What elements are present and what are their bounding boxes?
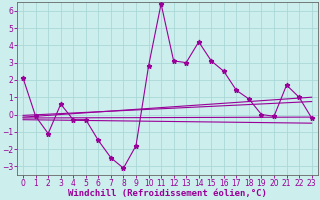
- X-axis label: Windchill (Refroidissement éolien,°C): Windchill (Refroidissement éolien,°C): [68, 189, 267, 198]
